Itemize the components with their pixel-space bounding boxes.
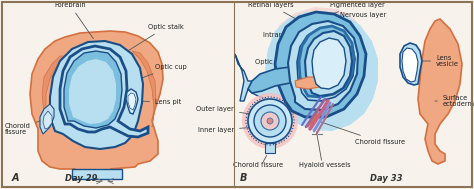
Polygon shape	[40, 104, 54, 134]
Polygon shape	[132, 51, 156, 127]
Polygon shape	[126, 89, 138, 114]
Polygon shape	[42, 56, 70, 129]
Polygon shape	[295, 77, 325, 89]
Circle shape	[261, 112, 279, 130]
Polygon shape	[305, 31, 352, 96]
Polygon shape	[128, 93, 136, 110]
Text: Inner layer: Inner layer	[198, 127, 255, 133]
Text: Optic stalk: Optic stalk	[118, 24, 184, 57]
Text: Hyaloid vessels: Hyaloid vessels	[299, 162, 351, 168]
Polygon shape	[30, 31, 163, 179]
Polygon shape	[60, 46, 148, 137]
Polygon shape	[288, 21, 358, 110]
Text: Day 29: Day 29	[65, 174, 98, 183]
Text: Optic cup: Optic cup	[128, 64, 187, 83]
Polygon shape	[275, 12, 366, 117]
Polygon shape	[235, 54, 300, 103]
Polygon shape	[265, 143, 275, 153]
Polygon shape	[69, 59, 116, 124]
Text: Choroid
fissure: Choroid fissure	[5, 120, 42, 136]
Text: Intraretianl space: Intraretianl space	[263, 32, 332, 39]
Polygon shape	[64, 51, 122, 128]
Polygon shape	[312, 38, 346, 89]
Text: Pigmented layer: Pigmented layer	[330, 2, 385, 13]
Circle shape	[267, 118, 273, 124]
Text: B: B	[240, 173, 247, 183]
Polygon shape	[248, 67, 300, 93]
Text: Optic stalk: Optic stalk	[255, 59, 291, 74]
Polygon shape	[50, 41, 143, 149]
Text: Nervous layer: Nervous layer	[340, 12, 386, 25]
Polygon shape	[418, 19, 462, 164]
Polygon shape	[43, 111, 52, 129]
Text: Outer layer: Outer layer	[196, 106, 255, 115]
Text: Choroid fissure: Choroid fissure	[320, 122, 405, 145]
Text: Lens
vesicle: Lens vesicle	[423, 54, 459, 67]
Polygon shape	[297, 27, 355, 101]
Polygon shape	[299, 26, 354, 97]
Text: A: A	[12, 173, 19, 183]
Text: Surface
ectoderm: Surface ectoderm	[435, 94, 474, 108]
Polygon shape	[400, 43, 422, 85]
Circle shape	[248, 99, 292, 143]
Polygon shape	[265, 11, 378, 131]
Text: Forebrain: Forebrain	[54, 2, 93, 39]
Polygon shape	[402, 48, 418, 82]
Circle shape	[254, 105, 286, 137]
Text: Choroid fissure: Choroid fissure	[233, 162, 283, 168]
Polygon shape	[72, 169, 122, 179]
Text: Lens pit: Lens pit	[138, 99, 181, 105]
Text: Day 33: Day 33	[370, 174, 402, 183]
Circle shape	[242, 93, 298, 149]
Polygon shape	[268, 7, 374, 128]
Text: Retinal layers: Retinal layers	[248, 2, 302, 23]
